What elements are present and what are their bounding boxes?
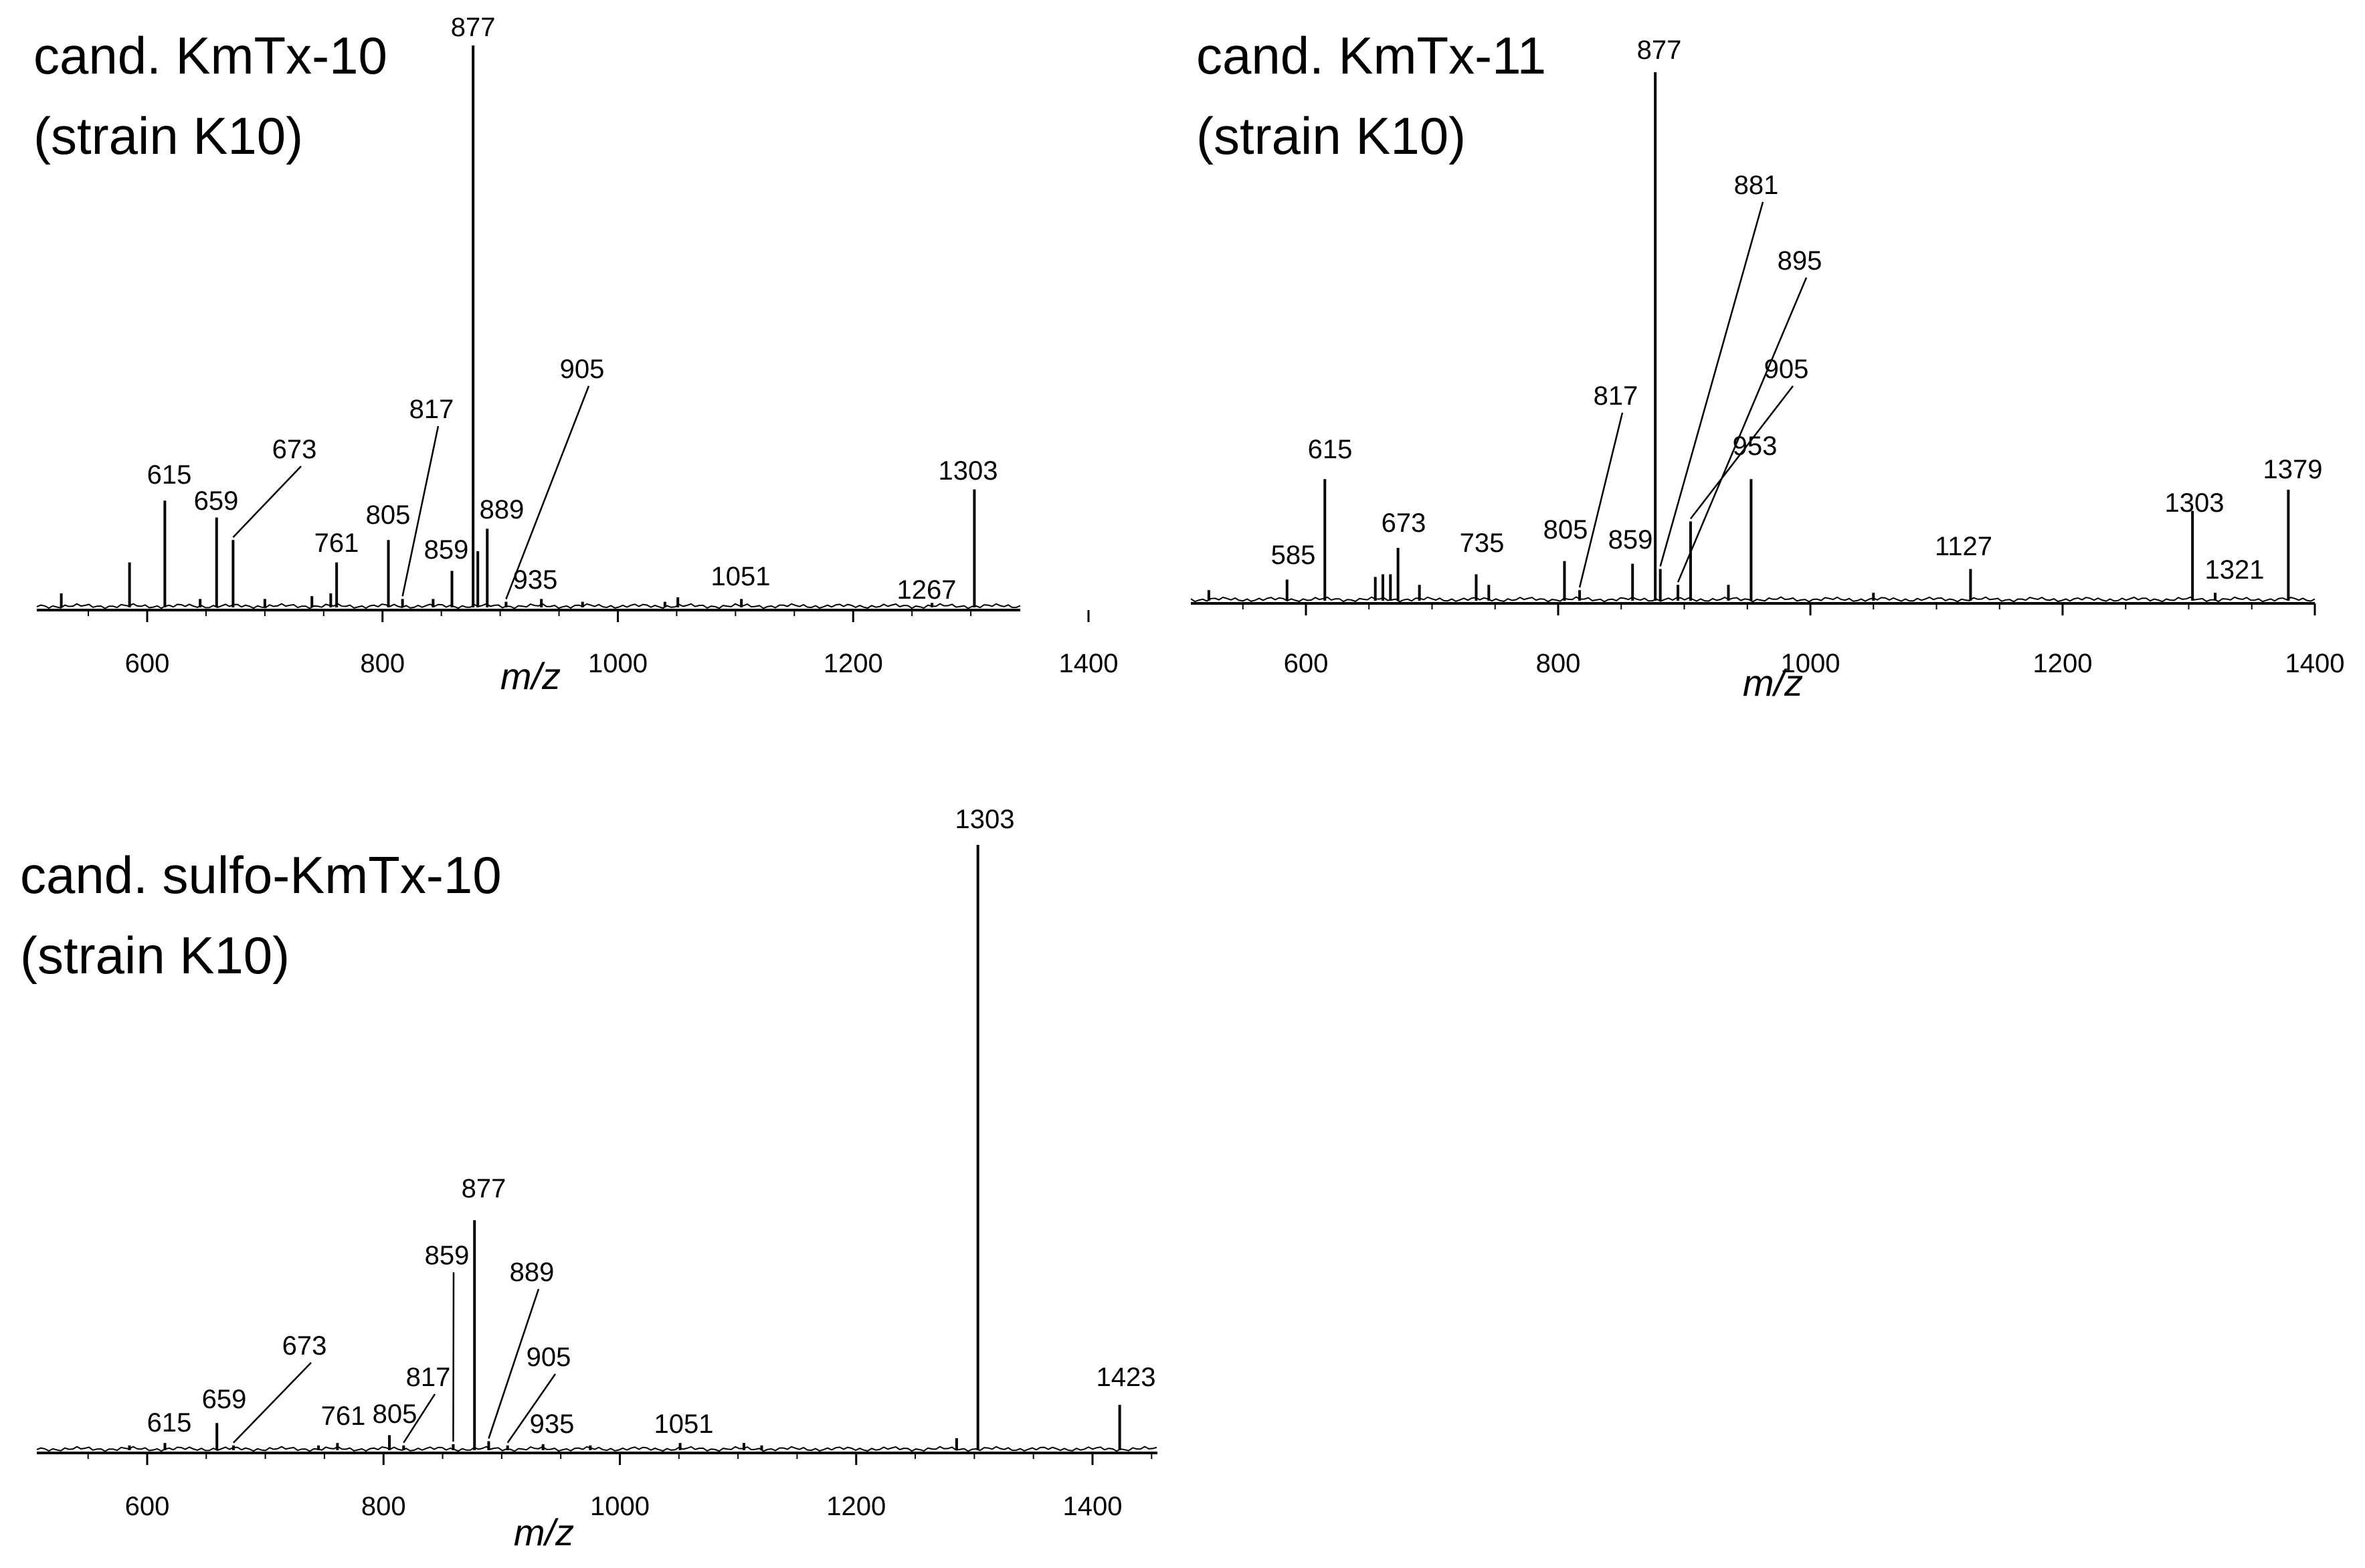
peak-label-805: 805 — [366, 500, 411, 530]
peak-label-673: 673 — [272, 435, 317, 464]
leader-line-817 — [403, 1393, 436, 1444]
x-axis-label: m/z — [1743, 662, 1803, 704]
peak-label-859: 859 — [425, 1241, 470, 1270]
leader-line-673 — [232, 466, 302, 538]
x-tick-label: 800 — [360, 649, 405, 678]
peak-label-615: 615 — [1308, 435, 1353, 464]
peak-label-1423: 1423 — [1097, 1363, 1156, 1392]
peak-label-889: 889 — [480, 495, 525, 524]
panel-title: cand. KmTx-11 — [1196, 26, 1546, 85]
x-tick-label: 1000 — [1781, 649, 1840, 678]
x-axis-label: m/z — [514, 1511, 574, 1553]
x-axis-label: m/z — [500, 655, 561, 697]
peak-label-953: 953 — [1733, 431, 1778, 461]
x-tick-label: 1400 — [1063, 1492, 1123, 1521]
peak-label-889: 889 — [510, 1258, 555, 1287]
peak-label-659: 659 — [194, 486, 239, 516]
peak-label-761: 761 — [321, 1401, 366, 1431]
x-tick-label: 600 — [1284, 649, 1329, 678]
spectrum-panel-2: cand. KmTx-11 (strain K10) 600 800 1000 1200 1… — [1190, 26, 2345, 704]
peak-label-905: 905 — [560, 355, 605, 384]
peak-label-877: 877 — [1637, 35, 1682, 65]
peak-label-881: 881 — [1734, 171, 1779, 200]
peak-label-615: 615 — [147, 1408, 192, 1438]
peak-label-905: 905 — [527, 1343, 571, 1372]
leader-line-905 — [1689, 385, 1794, 520]
x-tick-label: 1200 — [2033, 649, 2093, 678]
peak-label-859: 859 — [424, 535, 469, 565]
leader-line-881 — [1659, 201, 1764, 567]
peak-label-935: 935 — [530, 1409, 575, 1439]
baseline-noise — [36, 603, 1021, 609]
spectrum-panel-1: cand. KmTx-10 (strain K10) 600 800 1000 1200 1… — [33, 13, 1118, 697]
x-tick-label: 800 — [361, 1492, 406, 1521]
x-tick-label: 600 — [125, 649, 170, 678]
peak-label-805: 805 — [373, 1399, 417, 1429]
x-tick-label: 1200 — [824, 649, 883, 678]
leader-line-905 — [505, 385, 590, 600]
leader-line-817 — [1578, 412, 1624, 588]
x-tick-label: 1200 — [826, 1492, 886, 1521]
peak-label-659: 659 — [202, 1385, 247, 1414]
x-tick-label: 800 — [1536, 649, 1581, 678]
x-tick-label: 1000 — [590, 1492, 650, 1521]
peak-label-877: 877 — [451, 13, 496, 42]
leader-line-817 — [401, 425, 440, 597]
peak-label-673: 673 — [282, 1331, 327, 1361]
baseline-noise — [36, 1446, 1157, 1452]
peak-label-805: 805 — [1543, 515, 1588, 545]
panel-title: cand. sulfo-KmTx-10 — [20, 846, 502, 904]
peak-label-895: 895 — [1778, 246, 1822, 276]
leader-line-859 — [452, 1272, 455, 1442]
peak-label-877: 877 — [462, 1174, 506, 1203]
x-tick-label: 1000 — [588, 649, 648, 678]
x-tick-label: 1400 — [2285, 649, 2345, 678]
peak-label-1051: 1051 — [654, 1409, 714, 1439]
peak-label-761: 761 — [314, 528, 359, 558]
peak-label-673: 673 — [1382, 508, 1426, 538]
peak-label-859: 859 — [1608, 525, 1653, 555]
peak-label-817: 817 — [406, 1363, 451, 1392]
panel-subtitle: (strain K10) — [1196, 106, 1466, 165]
peak-label-1267: 1267 — [897, 575, 957, 605]
peak-label-1303: 1303 — [939, 456, 998, 486]
leader-line-673 — [233, 1362, 312, 1444]
x-tick-label: 1400 — [1059, 649, 1119, 678]
peak-label-1303: 1303 — [2165, 488, 2225, 518]
peak-label-817: 817 — [1594, 381, 1638, 411]
peak-label-1321: 1321 — [2205, 555, 2265, 585]
baseline-noise — [1190, 596, 2315, 603]
peak-label-585: 585 — [1271, 541, 1316, 570]
peak-label-1127: 1127 — [1935, 532, 1992, 561]
leader-line-905 — [506, 1373, 557, 1444]
panel-subtitle: (strain K10) — [20, 926, 290, 985]
leader-line-889 — [488, 1288, 540, 1439]
peak-label-615: 615 — [147, 460, 192, 490]
peak-label-1303: 1303 — [955, 805, 1015, 834]
x-tick-label: 600 — [125, 1492, 170, 1521]
spectrum-panel-3: cand. sulfo-KmTx-10 (strain K10) 600 800 100… — [20, 805, 1157, 1553]
panel-title: cand. KmTx-10 — [33, 26, 387, 85]
panel-subtitle: (strain K10) — [33, 106, 303, 165]
peak-label-817: 817 — [409, 395, 454, 424]
peak-label-905: 905 — [1764, 355, 1809, 384]
peak-label-935: 935 — [513, 565, 558, 595]
peak-label-1379: 1379 — [2263, 455, 2323, 484]
peak-label-735: 735 — [1460, 528, 1505, 558]
peak-label-1051: 1051 — [711, 562, 771, 591]
leader-line-895 — [1677, 277, 1808, 583]
